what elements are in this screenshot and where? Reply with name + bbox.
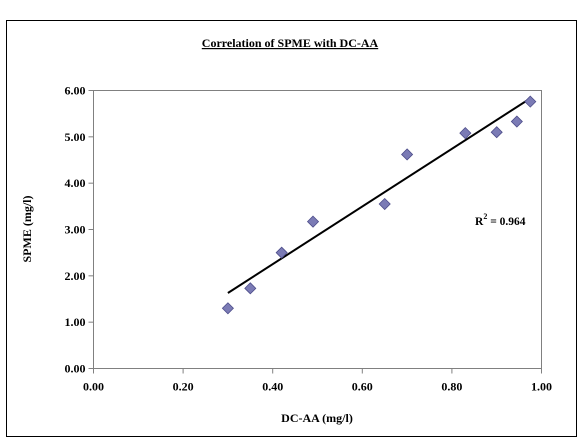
x-axis-ticks: 0.00 0.20 0.40 0.60 0.80 1.00 [83,368,552,394]
chart-title: Correlation of SPME with DC-AA [202,36,379,50]
data-point [510,115,523,128]
data-points [221,95,537,315]
data-point [221,302,234,315]
x-tick-label: 0.80 [441,380,462,394]
y-tick-label: 6.00 [65,84,86,98]
data-point [275,246,288,259]
data-point [306,215,320,228]
data-point [401,148,414,161]
data-point [524,95,537,108]
r-squared-value: = 0.964 [487,216,525,228]
data-point [459,127,472,140]
data-point [490,126,503,139]
r-squared-label: R2 = 0.964 [475,212,526,228]
y-tick-label: 0.00 [65,362,86,376]
data-point [244,282,257,295]
y-tick-label: 2.00 [65,269,86,283]
x-axis-title: DC-AA (mg/l) [281,411,353,425]
r-squared-exponent: 2 [483,212,487,221]
data-point [378,197,391,211]
chart-outer-border [6,20,577,437]
y-axis-ticks: 0.00 1.00 2.00 3.00 4.00 5.00 6.00 [65,84,94,376]
x-tick-label: 0.20 [173,380,194,394]
y-tick-label: 5.00 [65,130,86,144]
r-squared-base: R [475,216,484,228]
x-tick-label: 0.00 [83,380,104,394]
trendline [227,97,531,294]
y-tick-label: 4.00 [65,176,86,190]
x-tick-label: 0.40 [262,380,283,394]
x-tick-label: 1.00 [531,380,552,394]
y-tick-label: 3.00 [65,223,86,237]
y-tick-label: 1.00 [65,315,86,329]
y-axis-title: SPME (mg/l) [20,196,34,263]
x-tick-label: 0.60 [352,380,373,394]
